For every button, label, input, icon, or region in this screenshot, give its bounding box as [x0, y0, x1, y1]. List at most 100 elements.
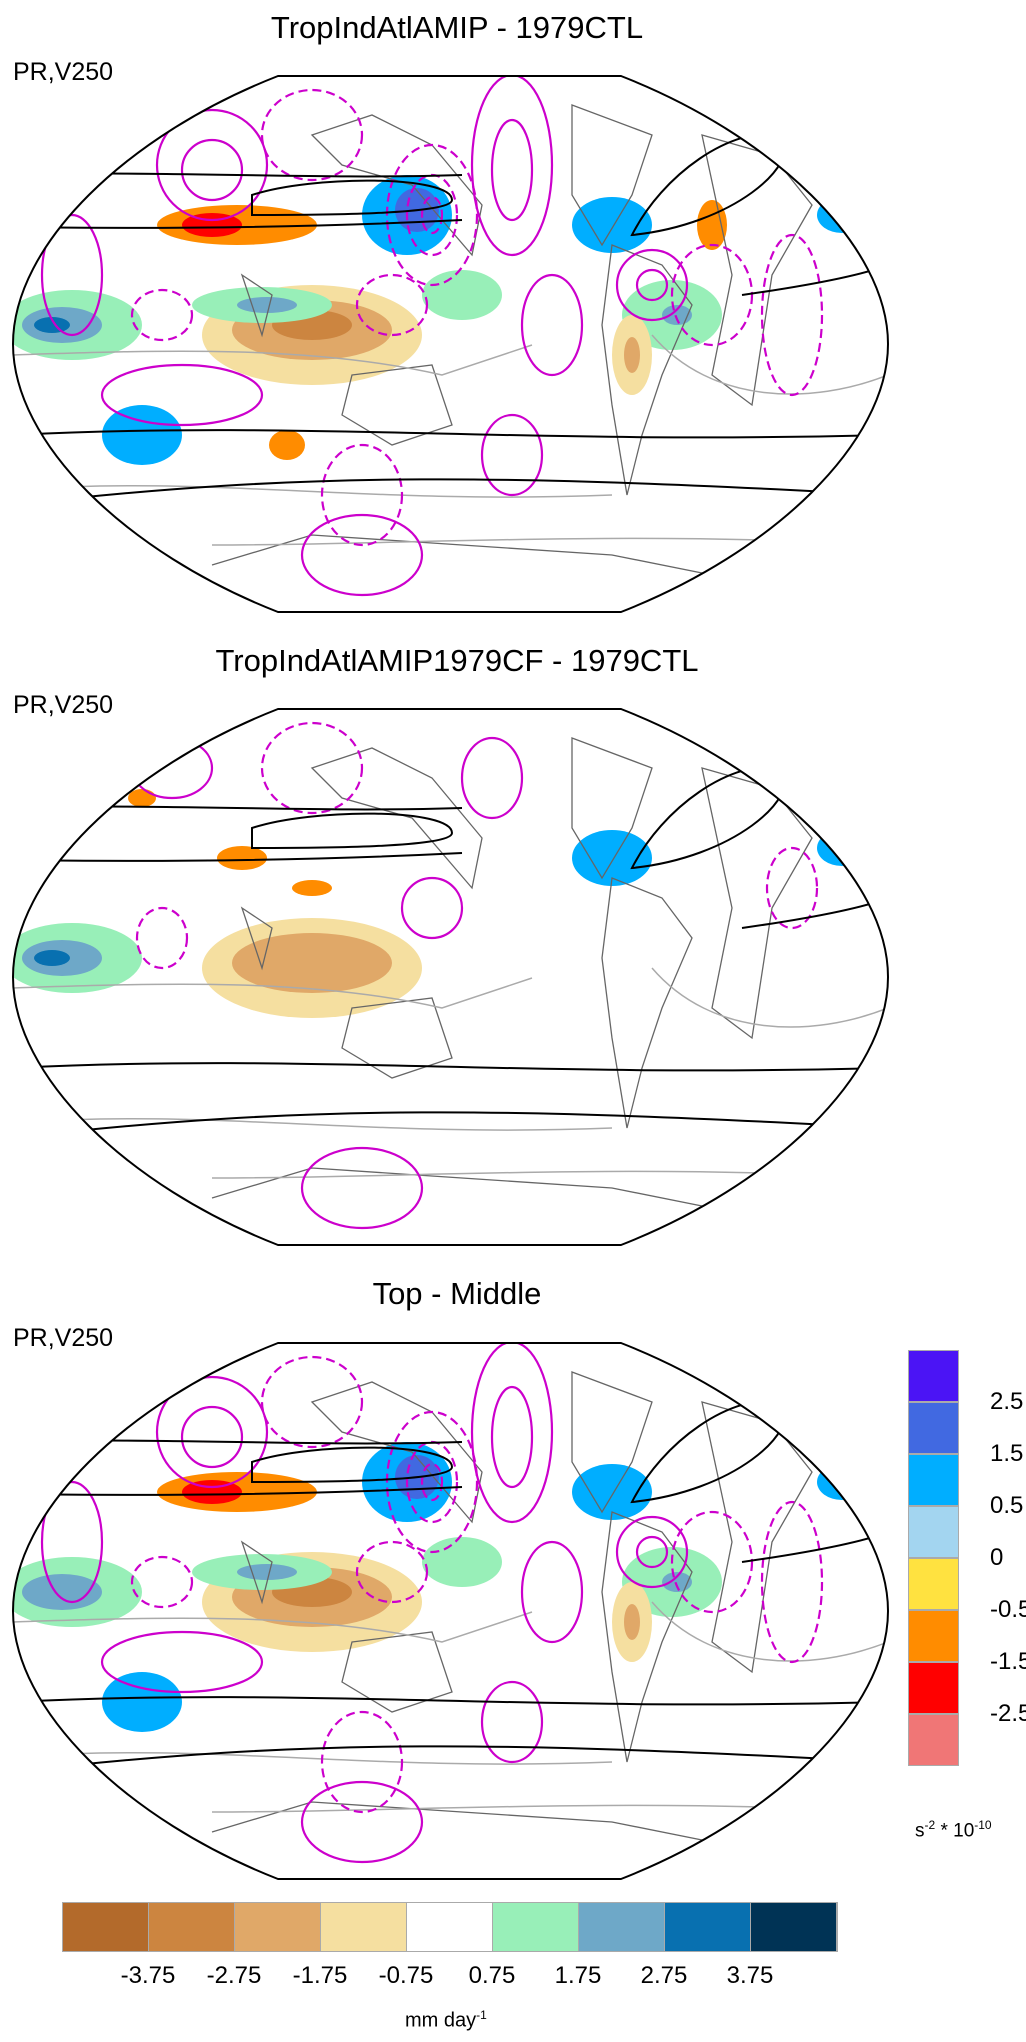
panel-3-subtitle: PR,V250	[13, 1324, 114, 1352]
v250-negative-contour	[760, 1500, 824, 1664]
coastline	[341, 1631, 453, 1713]
shaded-precip-region	[817, 830, 867, 866]
shaded-precip-region	[128, 789, 156, 807]
shaded-precip-region	[237, 1564, 297, 1580]
shaded-precip-region	[102, 405, 182, 465]
v250-positive-contour	[520, 273, 584, 377]
v250-colorbar-box	[908, 1662, 959, 1714]
v250-positive-contour	[100, 363, 264, 427]
shaded-precip-region	[817, 197, 867, 233]
precip-colorbar-box	[149, 1903, 235, 1951]
shaded-precip-region	[217, 846, 267, 870]
v250-negative-contour	[355, 273, 429, 337]
v250-positive-contour	[490, 1385, 534, 1489]
precip-unit: mm day-1	[405, 2008, 487, 2032]
v250-positive-contour	[615, 248, 689, 322]
panel-1-map	[12, 75, 890, 613]
precip-colorbar-box	[407, 1903, 493, 1951]
v250-negative-contour	[130, 1555, 194, 1609]
v250-positive-contour	[40, 213, 104, 337]
precip-colorbar-label: -2.75	[206, 1962, 262, 1989]
ocean-background	[13, 76, 888, 612]
panel-2-subtitle: PR,V250	[13, 691, 114, 719]
v250-positive-contour	[460, 736, 524, 820]
map-content	[13, 1343, 888, 1879]
v250-positive-contour	[100, 1630, 264, 1694]
v250-negative-contour	[760, 233, 824, 397]
v250-positive-contour	[300, 513, 424, 597]
ocean-background	[13, 709, 888, 1245]
precip-colorbar-label: 1.75	[554, 1962, 602, 1989]
precip-colorbar-label: -3.75	[120, 1962, 176, 1989]
v250-positive-contour	[615, 1515, 689, 1589]
coastline	[310, 747, 483, 890]
precip-colorbar-box	[63, 1903, 149, 1951]
shaded-precip-region	[697, 200, 727, 250]
v250-negative-contour	[135, 906, 189, 970]
map-boundary	[12, 708, 890, 1246]
v250-positive-contour	[635, 268, 669, 302]
v250-positive-contour	[155, 108, 269, 222]
v250-unit: s-2 * 10-10	[915, 1818, 992, 1842]
v250-negative-contour	[670, 1510, 754, 1614]
v250-positive-contour	[470, 1343, 554, 1524]
v250-colorbar-box	[908, 1610, 959, 1662]
v250-negative-contour	[130, 288, 194, 342]
coastline	[341, 997, 453, 1079]
coastline	[240, 906, 273, 971]
v250-positive-contour	[480, 413, 544, 497]
v250-colorbar-box	[908, 1350, 959, 1402]
v250-negative-contour	[320, 443, 404, 547]
reference-contour	[13, 967, 888, 1179]
v250-positive-contour	[300, 1780, 424, 1864]
shaded-precip-region	[422, 270, 502, 320]
reference-contour	[13, 334, 888, 546]
v250-negative-contour	[420, 195, 444, 235]
coastline	[571, 104, 653, 247]
v250-positive-contour	[470, 76, 554, 257]
coastline	[240, 1540, 273, 1605]
shaded-precip-region	[237, 297, 297, 313]
precip-colorbar-box	[751, 1903, 837, 1951]
v250-negative-contour	[385, 1410, 479, 1554]
v250-colorbar-label: 0	[990, 1544, 1004, 1571]
panel-2-map	[12, 708, 890, 1246]
precip-colorbar-box	[665, 1903, 751, 1951]
precip-colorbar-box	[321, 1903, 407, 1951]
v250-colorbar-box	[908, 1714, 959, 1766]
v250-negative-contour	[260, 88, 364, 182]
shaded-precip-region	[292, 880, 332, 896]
panel-3-map	[12, 1342, 890, 1880]
ocean-background	[13, 1343, 888, 1879]
precip-colorbar-box	[579, 1903, 665, 1951]
v250-positive-contour	[400, 876, 464, 940]
reference-contour	[13, 1601, 888, 1813]
map-content	[13, 76, 888, 612]
v250-positive-contour	[180, 1405, 244, 1469]
v250-positive-contour	[490, 118, 534, 222]
map-content	[13, 709, 888, 1245]
v250-negative-contour	[260, 721, 364, 815]
precip-colorbar-label: 3.75	[726, 1962, 774, 1989]
v250-positive-contour	[180, 138, 244, 202]
coastline	[571, 737, 653, 880]
v250-positive-contour	[480, 1680, 544, 1764]
shaded-precip-region	[624, 1604, 640, 1640]
shaded-precip-region	[624, 337, 640, 373]
v250-colorbar-label: -0.5	[990, 1596, 1026, 1623]
precip-colorbar	[62, 1902, 838, 1952]
shaded-precip-region	[662, 305, 692, 325]
precip-colorbar-label: -1.75	[292, 1962, 348, 1989]
v250-negative-contour	[670, 243, 754, 347]
v250-negative-contour	[320, 1710, 404, 1814]
v250-negative-contour	[355, 1540, 429, 1604]
v250-colorbar-label: -1.5	[990, 1648, 1026, 1675]
v250-negative-contour	[260, 1355, 364, 1449]
panel-1-title: TropIndAtlAMIP - 1979CTL	[270, 10, 644, 45]
v250-colorbar-label: -2.5	[990, 1700, 1026, 1727]
v250-colorbar-box	[908, 1402, 959, 1454]
shaded-precip-region	[34, 317, 70, 333]
v250-positive-contour	[40, 1480, 104, 1604]
precip-colorbar-box	[493, 1903, 579, 1951]
shaded-precip-region	[572, 1464, 652, 1520]
